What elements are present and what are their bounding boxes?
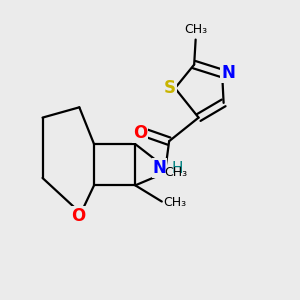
Text: CH₃: CH₃: [184, 23, 207, 36]
Text: O: O: [133, 124, 147, 142]
Text: N: N: [221, 64, 235, 82]
Text: S: S: [164, 79, 176, 97]
Text: N: N: [153, 159, 167, 177]
Text: O: O: [71, 207, 85, 225]
Text: H: H: [172, 161, 183, 176]
Text: CH₃: CH₃: [163, 196, 186, 209]
Text: CH₃: CH₃: [165, 166, 188, 179]
